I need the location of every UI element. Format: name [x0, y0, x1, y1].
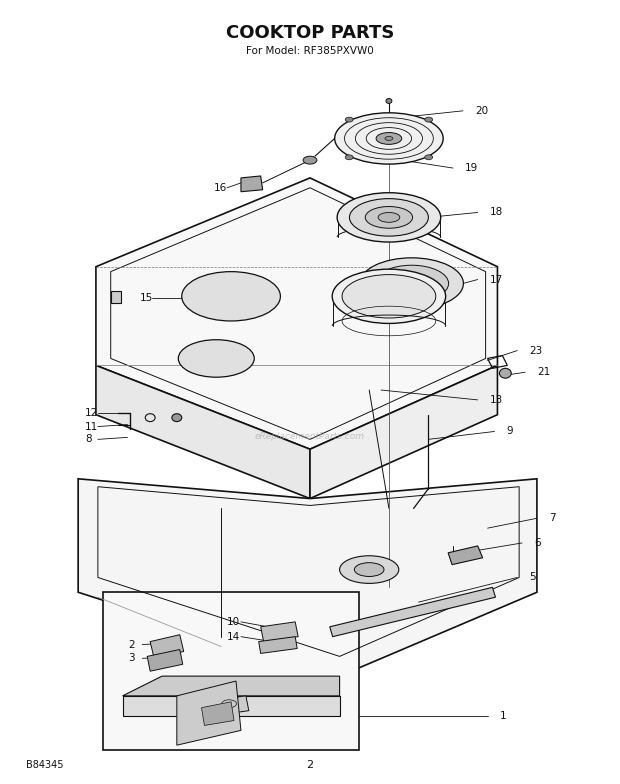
Text: 18: 18: [490, 208, 503, 217]
Ellipse shape: [337, 193, 441, 242]
Ellipse shape: [385, 136, 393, 140]
Ellipse shape: [342, 274, 436, 318]
Polygon shape: [111, 292, 120, 303]
Polygon shape: [96, 178, 497, 449]
Polygon shape: [241, 176, 263, 192]
Text: 16: 16: [213, 183, 226, 193]
Text: 3: 3: [128, 653, 135, 663]
Ellipse shape: [376, 132, 402, 144]
Polygon shape: [103, 592, 360, 750]
Polygon shape: [147, 649, 183, 671]
Ellipse shape: [340, 556, 399, 583]
Ellipse shape: [345, 117, 353, 122]
Polygon shape: [177, 681, 241, 745]
Ellipse shape: [425, 154, 433, 160]
Ellipse shape: [365, 206, 412, 228]
Text: 7: 7: [549, 514, 556, 523]
Polygon shape: [96, 365, 310, 499]
Ellipse shape: [500, 368, 511, 378]
Polygon shape: [123, 676, 340, 696]
Text: 17: 17: [490, 274, 503, 285]
Text: 13: 13: [490, 395, 503, 405]
Ellipse shape: [303, 156, 317, 164]
Text: 6: 6: [534, 538, 541, 548]
Ellipse shape: [332, 269, 446, 324]
Ellipse shape: [355, 563, 384, 576]
Text: 14: 14: [227, 632, 241, 641]
Ellipse shape: [182, 271, 280, 321]
Ellipse shape: [360, 258, 463, 309]
Text: 23: 23: [529, 346, 542, 356]
Text: 19: 19: [465, 163, 478, 173]
Polygon shape: [259, 637, 297, 653]
Polygon shape: [150, 635, 184, 659]
Ellipse shape: [374, 265, 449, 302]
Text: 21: 21: [537, 367, 550, 377]
Text: 15: 15: [140, 293, 153, 303]
Text: B84345: B84345: [26, 760, 63, 770]
Text: 8: 8: [85, 434, 92, 445]
Ellipse shape: [179, 339, 254, 377]
Polygon shape: [310, 365, 497, 499]
Text: 9: 9: [507, 426, 513, 437]
Ellipse shape: [350, 198, 428, 236]
Text: 5: 5: [529, 572, 536, 583]
Text: COOKTOP PARTS: COOKTOP PARTS: [226, 24, 394, 42]
Text: 1: 1: [500, 710, 506, 720]
Text: 4: 4: [183, 706, 189, 717]
Text: 20: 20: [476, 106, 489, 116]
Ellipse shape: [172, 414, 182, 422]
Polygon shape: [211, 696, 249, 716]
Polygon shape: [78, 479, 537, 676]
Text: 10: 10: [227, 617, 241, 627]
Polygon shape: [260, 622, 298, 641]
Text: 11: 11: [85, 422, 99, 431]
Text: eReplacementParts.com: eReplacementParts.com: [255, 432, 365, 441]
Text: 2: 2: [128, 640, 135, 650]
Ellipse shape: [345, 154, 353, 160]
Ellipse shape: [335, 113, 443, 164]
Text: 12: 12: [85, 408, 99, 418]
Polygon shape: [202, 702, 234, 725]
Ellipse shape: [378, 212, 400, 223]
Polygon shape: [123, 696, 340, 716]
Polygon shape: [448, 546, 482, 564]
Text: 2: 2: [306, 760, 314, 770]
Polygon shape: [330, 587, 495, 637]
Ellipse shape: [386, 99, 392, 103]
Ellipse shape: [425, 117, 433, 122]
Text: For Model: RF385PXVW0: For Model: RF385PXVW0: [246, 45, 374, 56]
